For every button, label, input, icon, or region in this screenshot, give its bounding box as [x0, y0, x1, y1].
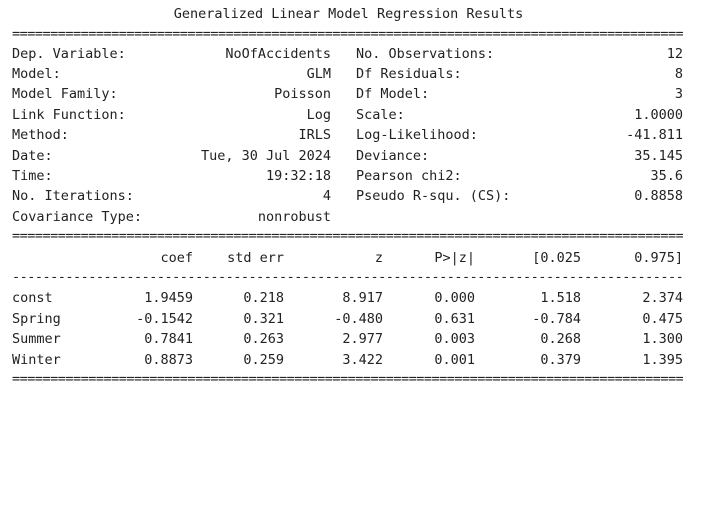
- info-row-method: Method: IRLS Log-Likelihood: -41.811: [0, 125, 701, 145]
- row-name: Summer: [12, 331, 61, 347]
- table-cell: 1.9459: [144, 290, 193, 306]
- table-row: const 1.9459 0.218 8.917 0.000 1.518 2.3…: [0, 288, 701, 308]
- info-value: nonrobust: [257, 209, 331, 225]
- table-cell: 0.631: [434, 311, 475, 327]
- info-row-covariance-type: Covariance Type: nonrobust: [0, 207, 701, 227]
- table-cell: 2.977: [342, 331, 383, 347]
- info-label: No. Iterations:: [12, 188, 134, 204]
- info-value: 1.0000: [634, 107, 683, 123]
- table-cell: 0.263: [243, 331, 284, 347]
- column-header: coef: [160, 250, 193, 266]
- table-cell: 0.268: [540, 331, 581, 347]
- row-name: const: [12, 290, 53, 306]
- info-value: 8: [674, 66, 683, 82]
- info-label: Pearson chi2:: [356, 168, 462, 184]
- info-row-dep-variable: Dep. Variable: NoOfAccidents No. Observa…: [0, 44, 701, 64]
- info-row-link-function: Link Function: Log Scale: 1.0000: [0, 105, 701, 125]
- single-rule: ----------------------------------------…: [12, 271, 683, 283]
- table-cell: 1.518: [540, 290, 581, 306]
- table-row: Spring -0.1542 0.321 -0.480 0.631 -0.784…: [0, 309, 701, 329]
- info-label: Model:: [12, 66, 61, 82]
- info-row-iterations: No. Iterations: 4 Pseudo R-squ. (CS): 0.…: [0, 186, 701, 206]
- info-label: Dep. Variable:: [12, 46, 126, 62]
- double-rule-top: ========================================…: [12, 28, 683, 40]
- info-row-model-family: Model Family: Poisson Df Model: 3: [0, 84, 701, 104]
- info-value: 3: [674, 86, 683, 102]
- info-row-time: Time: 19:32:18 Pearson chi2: 35.6: [0, 166, 701, 186]
- coef-header-row: coef std err z P>|z| [0.025 0.975]: [0, 248, 701, 268]
- info-value: 19:32:18: [265, 168, 331, 184]
- table-cell: 8.917: [342, 290, 383, 306]
- info-label: Pseudo R-squ. (CS):: [356, 188, 511, 204]
- table-row: Summer 0.7841 0.263 2.977 0.003 0.268 1.…: [0, 329, 701, 349]
- row-name: Winter: [12, 352, 61, 368]
- column-header: std err: [227, 250, 284, 266]
- table-cell: 0.8873: [144, 352, 193, 368]
- info-label: Df Model:: [356, 86, 430, 102]
- column-header: [0.025: [532, 250, 581, 266]
- table-cell: 1.300: [642, 331, 683, 347]
- info-label: Link Function:: [12, 107, 126, 123]
- table-cell: 1.395: [642, 352, 683, 368]
- info-value: Poisson: [274, 86, 331, 102]
- info-value: Tue, 30 Jul 2024: [200, 148, 331, 164]
- info-label: Date:: [12, 148, 53, 164]
- table-cell: 3.422: [342, 352, 383, 368]
- info-value: 12: [666, 46, 683, 62]
- column-header: z: [374, 250, 383, 266]
- info-label: Time:: [12, 168, 53, 184]
- info-label: Deviance:: [356, 148, 430, 164]
- column-header: 0.975]: [634, 250, 683, 266]
- table-cell: 2.374: [642, 290, 683, 306]
- table-cell: 0.000: [434, 290, 475, 306]
- table-cell: -0.784: [532, 311, 581, 327]
- info-row-date: Date: Tue, 30 Jul 2024 Deviance: 35.145: [0, 146, 701, 166]
- double-rule-bottom: ========================================…: [12, 373, 683, 385]
- info-value: 4: [322, 188, 331, 204]
- info-value: 0.8858: [634, 188, 683, 204]
- info-label: Covariance Type:: [12, 209, 143, 225]
- info-row-model: Model: GLM Df Residuals: 8: [0, 64, 701, 84]
- info-value: Log: [306, 107, 331, 123]
- table-cell: 0.321: [243, 311, 284, 327]
- row-name: Spring: [12, 311, 61, 327]
- table-cell: 0.218: [243, 290, 284, 306]
- results-title: Generalized Linear Model Regression Resu…: [173, 6, 524, 22]
- info-value: GLM: [306, 66, 331, 82]
- table-row: Winter 0.8873 0.259 3.422 0.001 0.379 1.…: [0, 350, 701, 370]
- info-label: Method:: [12, 127, 69, 143]
- table-cell: 0.475: [642, 311, 683, 327]
- column-header: P>|z|: [434, 250, 475, 266]
- double-rule-mid: ========================================…: [12, 230, 683, 242]
- table-cell: 0.259: [243, 352, 284, 368]
- info-value: IRLS: [298, 127, 331, 143]
- table-cell: -0.480: [334, 311, 383, 327]
- table-cell: 0.001: [434, 352, 475, 368]
- info-label: Scale:: [356, 107, 405, 123]
- info-value: 35.6: [650, 168, 683, 184]
- table-cell: -0.1542: [136, 311, 193, 327]
- table-cell: 0.003: [434, 331, 475, 347]
- info-label: No. Observations:: [356, 46, 495, 62]
- info-label: Log-Likelihood:: [356, 127, 478, 143]
- table-cell: 0.379: [540, 352, 581, 368]
- info-value: NoOfAccidents: [225, 46, 331, 62]
- info-value: -41.811: [626, 127, 683, 143]
- info-label: Model Family:: [12, 86, 118, 102]
- info-label: Df Residuals:: [356, 66, 462, 82]
- info-value: 35.145: [634, 148, 683, 164]
- table-cell: 0.7841: [144, 331, 193, 347]
